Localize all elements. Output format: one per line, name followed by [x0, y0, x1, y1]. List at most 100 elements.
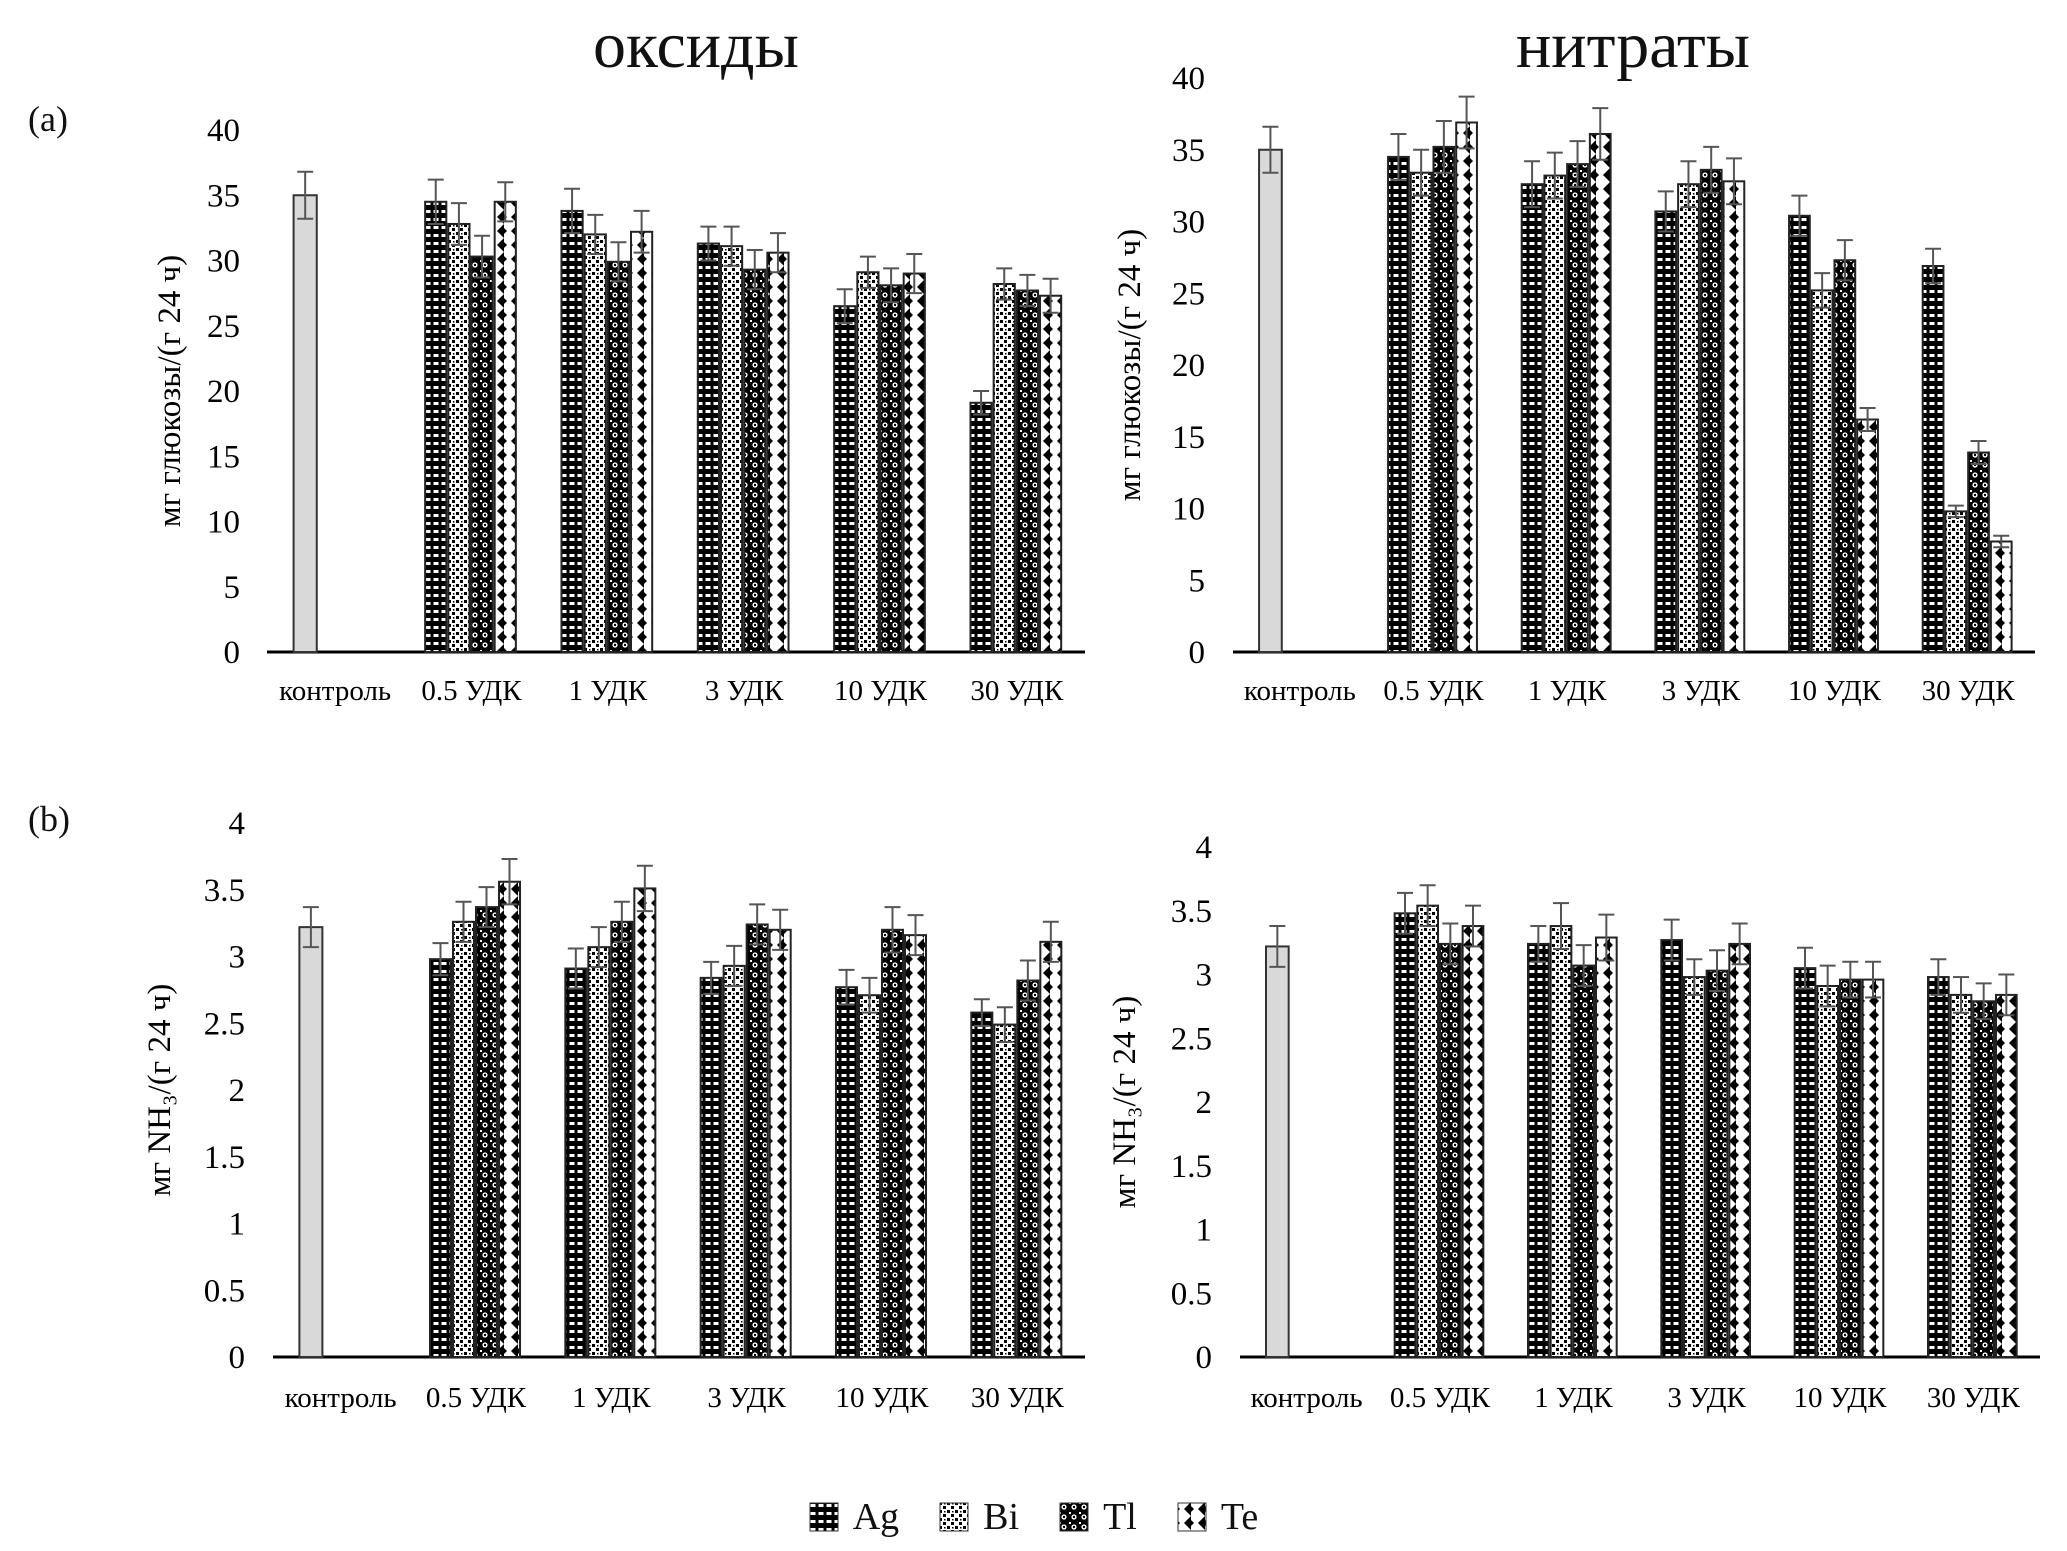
- y-tick-label: 1: [229, 1207, 246, 1243]
- y-tick-label: 1.5: [1171, 1149, 1212, 1185]
- y-tick-label: 35: [1172, 133, 1205, 169]
- y-tick-label: 2: [1196, 1085, 1213, 1121]
- legend-swatch-te: [1177, 1502, 1207, 1532]
- bar-bi: [587, 946, 611, 1359]
- y-axis-label: мг глюкозы/(г 24 ч): [152, 255, 188, 528]
- y-tick-label: 3: [1196, 958, 1213, 994]
- y-tick-label: 1: [1196, 1213, 1213, 1249]
- bar-bi: [993, 1023, 1017, 1358]
- bar-te: [630, 230, 654, 653]
- bar-bi: [1416, 904, 1440, 1359]
- x-tick-label: 10 УДК: [836, 1382, 930, 1414]
- x-tick-label: контроль: [285, 1382, 397, 1414]
- y-tick-label: 0: [1189, 635, 1206, 671]
- y-tick-label: 40: [1172, 61, 1205, 97]
- bar-ag: [424, 200, 448, 653]
- bar-te: [1461, 925, 1485, 1358]
- bar-tl: [1839, 978, 1862, 1358]
- y-tick-label: 2.5: [204, 1006, 245, 1042]
- bar-bi: [1543, 174, 1567, 654]
- bar-ag: [970, 1011, 994, 1358]
- bar-bi: [1677, 183, 1700, 653]
- legend-label: Ag: [852, 1496, 900, 1538]
- y-axis-label: мг NH₃/(г 24 ч): [1107, 996, 1143, 1209]
- legend: Ag Bi Tl Te: [0, 1495, 2067, 1539]
- bar-bi: [1409, 171, 1433, 654]
- y-tick-label: 4: [229, 806, 246, 842]
- bar-ag: [834, 986, 858, 1359]
- x-tick-label: контроль: [279, 675, 391, 707]
- x-tick-label: 3 УДК: [707, 1382, 786, 1414]
- bar-te: [1856, 418, 1879, 653]
- bar-tl: [1432, 145, 1456, 653]
- bar-tl: [475, 906, 499, 1358]
- bar-te: [1722, 180, 1746, 653]
- y-tick-label: 2.5: [1171, 1021, 1212, 1057]
- bar-tl: [1972, 1000, 1996, 1359]
- x-tick-label: 30 УДК: [970, 675, 1064, 707]
- y-tick-label: 25: [1172, 276, 1205, 312]
- x-tick-label: 3 УДК: [1667, 1382, 1746, 1414]
- legend-label: Tl: [1103, 1496, 1137, 1538]
- y-tick-label: 30: [1172, 205, 1205, 241]
- y-tick-label: 4: [1196, 830, 1213, 866]
- y-tick-label: 20: [1172, 348, 1205, 384]
- bar-ag: [564, 967, 588, 1358]
- y-axis-label: мг глюкозы/(г 24 ч): [1112, 229, 1148, 502]
- bar-ag: [1660, 939, 1684, 1358]
- y-tick-label: 0.5: [204, 1273, 245, 1309]
- bar-tl: [1439, 942, 1462, 1359]
- bar-tl: [606, 260, 631, 653]
- bar-ag: [969, 401, 993, 653]
- x-tick-label: 3 УДК: [1662, 675, 1741, 707]
- y-tick-label: 2: [229, 1073, 246, 1109]
- bar-bi: [447, 222, 471, 654]
- y-tick-label: 30: [207, 244, 240, 280]
- bar-control: [1258, 148, 1283, 653]
- y-tick-label: 0: [224, 635, 241, 671]
- bar-control: [292, 194, 318, 653]
- bar-tl: [470, 255, 494, 653]
- x-tick-label: 10 УДК: [1794, 1382, 1888, 1414]
- panel-label-a: (a): [28, 99, 68, 139]
- y-tick-label: 10: [207, 505, 240, 541]
- x-tick-label: 3 УДК: [705, 675, 784, 707]
- bar-bi: [1949, 993, 1973, 1359]
- bar-ag: [1788, 214, 1811, 653]
- y-tick-label: 35: [207, 178, 240, 214]
- bar-ag: [1921, 264, 1945, 653]
- bar-ag: [560, 209, 584, 653]
- bar-bi: [1944, 510, 1968, 653]
- panel-label-b: (b): [28, 799, 70, 839]
- y-tick-label: 1.5: [204, 1140, 245, 1176]
- bar-te: [493, 200, 517, 653]
- title-oxides: оксиды: [593, 9, 799, 82]
- y-tick-label: 40: [207, 113, 240, 149]
- bar-tl: [1566, 163, 1589, 653]
- legend-swatch-bi: [939, 1502, 969, 1532]
- bar-te: [1039, 294, 1063, 653]
- bar-bi: [1683, 976, 1706, 1358]
- bar-ag: [1393, 912, 1417, 1358]
- bar-te: [1728, 942, 1752, 1359]
- bar-te: [768, 928, 792, 1358]
- plot-a-nitrates: 0 5 10 15 20 25 30 35 40 мг глюкозы/(г 24 ч) контр…: [1112, 61, 2035, 707]
- title-nitrates: нитраты: [1515, 9, 1751, 82]
- x-tick-label: 0.5 УДК: [1383, 675, 1484, 707]
- y-tick-label: 5: [224, 570, 241, 606]
- bar-te: [1455, 121, 1478, 654]
- y-tick-label: 5: [1189, 563, 1206, 599]
- y-axis-label: мг NH₃/(г 24 ч): [142, 984, 178, 1197]
- plot-a-oxides: 0 5 10 15 20 25 30 35 40 мг глюкозы/(г 24 ч) контр…: [152, 113, 1085, 707]
- x-tick-label: 10 УДК: [834, 675, 928, 707]
- bar-ag: [1527, 942, 1550, 1359]
- bar-bi: [1816, 984, 1840, 1358]
- x-tick-label: 1 УДК: [569, 675, 648, 707]
- legend-swatch-ag: [809, 1502, 839, 1532]
- legend-item-tl: Tl: [1059, 1495, 1137, 1539]
- bar-te: [766, 251, 790, 653]
- bar-tl: [879, 284, 903, 653]
- bar-ag: [699, 976, 723, 1358]
- y-tick-label: 3: [229, 940, 246, 976]
